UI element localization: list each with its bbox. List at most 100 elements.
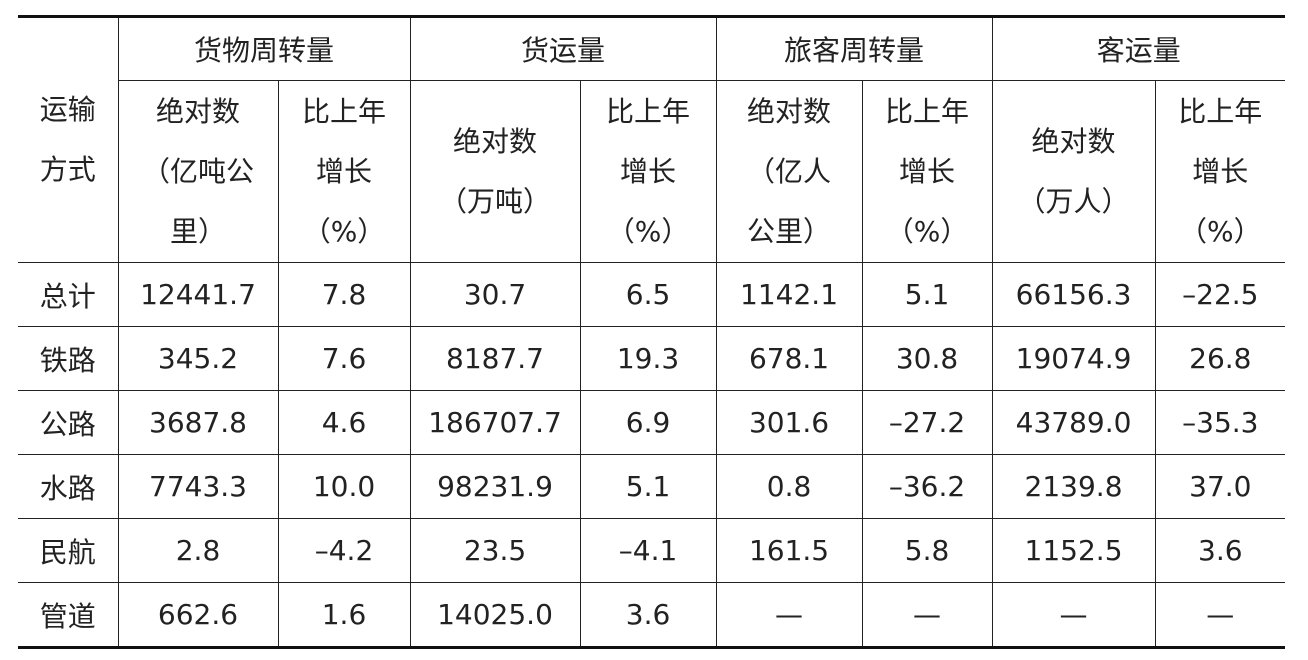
- data-cell: 678.1: [715, 326, 863, 391]
- data-cell: 66156.3: [991, 262, 1156, 327]
- data-cell: 1152.5: [991, 518, 1156, 583]
- data-cell: 7743.3: [117, 454, 279, 519]
- text-line: （万吨）: [439, 184, 552, 218]
- data-cell: 301.6: [715, 390, 863, 455]
- text-line: 绝对数: [1031, 124, 1116, 158]
- data-cell: 5.8: [861, 518, 993, 583]
- data-cell: —: [991, 582, 1156, 648]
- column-header-row: 绝对数 （亿吨公里） 比上年增长 （%） 绝对数 （万吨） 比上年增长 （%） 绝对数 （亿人公里…: [18, 80, 1286, 263]
- data-cell: –4.2: [277, 518, 411, 583]
- column-header: 绝对数 （亿吨公里）: [118, 80, 279, 263]
- data-cell: 43789.0: [991, 390, 1156, 455]
- data-cell: 6.5: [579, 262, 717, 327]
- text-line: （%）: [302, 214, 386, 248]
- text-line: 运输: [39, 93, 96, 126]
- row-header-cell: 运输 方式: [18, 16, 119, 263]
- data-cell: 662.6: [117, 582, 279, 648]
- data-cell: 6.9: [579, 390, 717, 455]
- data-cell: 37.0: [1154, 454, 1286, 519]
- data-cell: –4.1: [579, 518, 717, 583]
- row-label: 管道: [18, 582, 119, 648]
- data-cell: 8187.7: [409, 326, 581, 391]
- data-cell: 14025.0: [409, 582, 581, 648]
- text-line: （%）: [1179, 214, 1262, 248]
- data-cell: 10.0: [277, 454, 411, 519]
- data-cell: 345.2: [117, 326, 279, 391]
- data-cell: –27.2: [861, 390, 993, 455]
- data-cell: 5.1: [579, 454, 717, 519]
- data-cell: —: [1154, 582, 1286, 648]
- text-line: 比上年: [302, 94, 387, 128]
- data-cell: 5.1: [861, 262, 993, 327]
- data-row: 铁路 345.2 7.6 8187.7 19.3 678.1 30.8 19074.9 26.8: [18, 326, 1286, 391]
- data-cell: 4.6: [277, 390, 411, 455]
- data-cell: 26.8: [1154, 326, 1286, 391]
- text-line: 绝对数: [155, 94, 240, 128]
- data-row: 总计 12441.7 7.8 30.7 6.5 1142.1 5.1 66156.3 –22.5: [18, 262, 1286, 327]
- text-line: 方式: [39, 153, 96, 186]
- text-line: （%）: [885, 214, 969, 248]
- data-cell: 19.3: [579, 326, 717, 391]
- data-cell: 98231.9: [409, 454, 581, 519]
- text-line: 增长: [1192, 154, 1249, 188]
- text-line: （%）: [606, 214, 690, 248]
- data-row: 管道 662.6 1.6 14025.0 3.6— — — —: [18, 582, 1286, 648]
- text-line: （亿人: [747, 154, 832, 188]
- data-cell: 23.5: [409, 518, 581, 583]
- data-cell: 186707.7: [409, 390, 581, 455]
- data-cell: —: [861, 582, 993, 648]
- data-cell: 30.7: [409, 262, 581, 327]
- data-row: 民航 2.8 –4.2 23.5 –4.1 161.5 5.8 1152.5 3.6: [18, 518, 1286, 583]
- data-cell: –22.5: [1154, 262, 1286, 327]
- data-cell: –36.2: [861, 454, 993, 519]
- data-row: 水路 7743.3 10.0 98231.9 5.1 0.8 –36.2 2139.8 37.0: [18, 454, 1286, 519]
- row-label: 公路: [18, 390, 119, 455]
- data-cell: 2.8: [117, 518, 279, 583]
- group-header: 客运量: [991, 16, 1286, 81]
- data-cell: 3687.8: [117, 390, 279, 455]
- text-line: 绝对数: [453, 124, 538, 158]
- text-line: 增长: [316, 154, 373, 188]
- data-cell: 1.6: [277, 582, 411, 648]
- group-header-row: 运输 方式 货物周转量 货运量 旅客周转量 客运量: [18, 16, 1286, 263]
- group-header: 货物周转量: [117, 16, 411, 81]
- data-cell: —: [715, 582, 863, 648]
- text-line: 里）: [169, 214, 226, 248]
- row-label: 水路: [18, 454, 119, 519]
- group-header: 货运量: [409, 16, 717, 81]
- column-header: 比上年增长 （%）: [579, 80, 717, 263]
- text-line: 绝对数: [747, 94, 832, 128]
- row-label: 民航: [18, 518, 119, 583]
- data-cell: 19074.9: [991, 326, 1156, 391]
- column-header: 比上年 增长 （%）: [861, 80, 993, 263]
- text-line: 比上年: [606, 94, 691, 128]
- text-line: 比上年: [885, 94, 970, 128]
- data-cell: 3.6: [579, 582, 717, 648]
- data-cell: 30.8: [861, 326, 993, 391]
- column-header: 绝对数 （亿人公里）: [715, 80, 863, 263]
- data-table: 运输 方式 货物周转量 货运量 旅客周转量 客运量 绝对数 （亿吨公 里） 比上年 增长 （%） 绝对数…: [18, 15, 1286, 649]
- data-cell: 12441.7: [117, 262, 279, 327]
- group-header: 旅客周转量: [715, 16, 993, 81]
- column-header: 比上年增长 （%）: [277, 80, 411, 263]
- text-line: 增长: [620, 154, 677, 188]
- data-cell: 1142.1: [715, 262, 863, 327]
- column-header: 比上年增长 （%）: [1154, 80, 1286, 263]
- table-body: 运输 方式 货物周转量 货运量 旅客周转量 客运量 绝对数 （亿吨公 里） 比上年 增长 （%） 绝对数…: [18, 16, 1286, 648]
- row-label: 总计: [18, 262, 119, 327]
- text-line: （亿吨公: [141, 154, 254, 188]
- data-cell: 3.6: [1154, 518, 1286, 583]
- data-cell: 161.5: [715, 518, 863, 583]
- text-line: 公里）: [747, 214, 832, 248]
- text-line: 比上年: [1178, 94, 1263, 128]
- data-cell: 0.8: [715, 454, 863, 519]
- data-cell: –35.3: [1154, 390, 1286, 455]
- column-header: 绝对数 （万吨）: [409, 80, 581, 263]
- data-cell: 7.6: [277, 326, 411, 391]
- row-label: 铁路: [18, 326, 119, 391]
- data-cell: 7.8: [277, 262, 411, 327]
- data-cell: 2139.8: [991, 454, 1156, 519]
- column-header: 绝对数 （万人）: [991, 80, 1156, 263]
- data-row: 公路 3687.8 4.6 186707.7 6.9 301.6 –27.2 43789.0–…: [18, 390, 1286, 455]
